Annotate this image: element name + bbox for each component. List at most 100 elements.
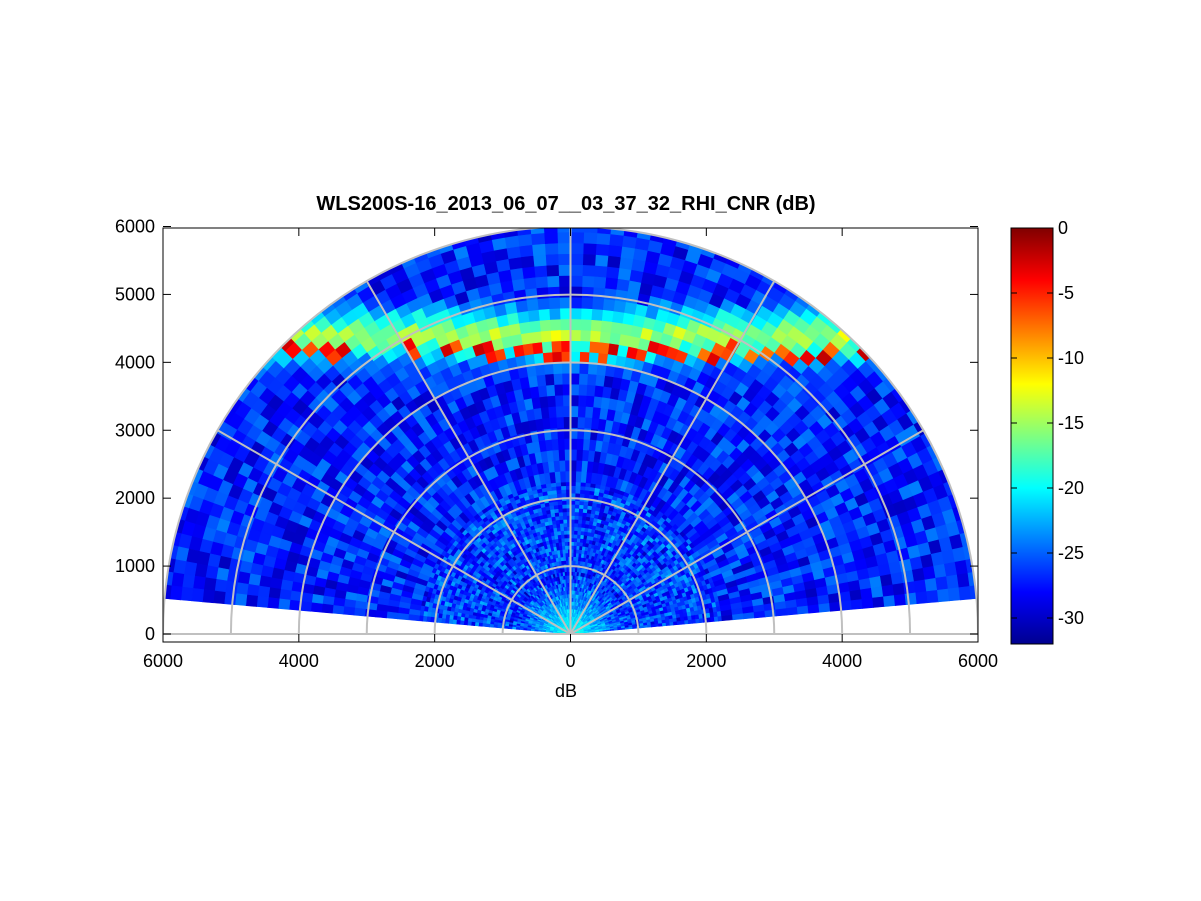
field-cell	[562, 515, 568, 520]
field-cell	[558, 515, 564, 521]
field-cell	[558, 449, 566, 461]
field-cell	[407, 614, 420, 622]
field-cell	[570, 427, 578, 439]
field-cell	[541, 340, 553, 354]
field-cell	[558, 459, 566, 472]
chart-title: WLS200S-16_2013_06_07__03_37_32_RHI_CNR …	[316, 193, 815, 215]
field-cell	[829, 601, 842, 612]
field-cell	[578, 373, 588, 385]
field-cell	[277, 598, 291, 610]
field-cell	[577, 394, 587, 407]
field-cell	[579, 351, 590, 364]
field-cell	[580, 460, 588, 473]
field-cell	[583, 427, 592, 440]
field-cell	[577, 515, 583, 521]
field-cell	[574, 492, 581, 498]
field-cell	[587, 362, 598, 375]
field-cell	[539, 319, 551, 332]
field-cell	[364, 608, 377, 618]
field-cell	[580, 471, 587, 483]
field-cell	[560, 485, 567, 490]
field-cell	[545, 630, 550, 633]
field-cell	[608, 332, 621, 345]
field-cell	[556, 427, 565, 440]
field-cell	[531, 341, 543, 355]
field-cell	[558, 511, 564, 517]
field-cell	[592, 395, 603, 409]
field-cell	[576, 537, 581, 543]
field-cell	[850, 598, 864, 610]
field-cell	[256, 595, 269, 608]
field-cell	[860, 587, 873, 600]
field-cell	[573, 518, 579, 524]
field-cell	[598, 341, 610, 355]
field-cell	[552, 631, 558, 634]
field-cell	[530, 330, 542, 344]
field-cell	[570, 405, 579, 418]
field-cell	[570, 318, 582, 331]
field-cell	[542, 351, 553, 364]
field-cell	[575, 449, 583, 461]
field-cell	[563, 427, 571, 439]
field-cell	[580, 307, 593, 320]
field-cell	[586, 373, 597, 386]
field-cell	[541, 630, 546, 633]
field-cell	[590, 319, 602, 332]
field-cell	[257, 585, 271, 598]
field-cell	[883, 594, 896, 607]
field-cell	[559, 318, 571, 331]
field-cell	[577, 405, 586, 418]
field-cell	[559, 307, 571, 320]
field-cell	[593, 384, 604, 398]
field-cell	[576, 427, 585, 440]
field-cell	[572, 552, 577, 558]
field-cell	[601, 309, 614, 322]
field-cell	[533, 352, 545, 366]
field-cell	[551, 351, 562, 364]
field-cell	[299, 601, 312, 612]
field-cell	[582, 438, 591, 451]
field-cell	[562, 405, 571, 418]
field-cell	[570, 394, 579, 407]
field-cell	[576, 438, 584, 450]
field-cell	[555, 416, 564, 429]
field-cell	[577, 526, 582, 532]
field-cell	[577, 519, 583, 524]
field-cell	[578, 362, 589, 375]
field-cell	[588, 340, 600, 354]
field-cell	[563, 416, 571, 428]
field-cell	[578, 504, 584, 509]
field-cell	[611, 310, 625, 324]
field-cell	[574, 511, 579, 517]
field-cell	[610, 321, 623, 335]
field-cell	[342, 606, 356, 616]
field-cell	[870, 585, 884, 598]
field-cell	[322, 595, 335, 606]
field-cell	[570, 383, 580, 396]
field-cell	[530, 628, 535, 632]
field-cell	[590, 417, 600, 430]
field-cell	[548, 631, 554, 633]
field-cell	[548, 307, 561, 320]
field-cell	[553, 373, 563, 385]
field-cell	[573, 541, 577, 546]
field-cell	[553, 383, 563, 396]
cnr-field	[164, 228, 977, 635]
field-cell	[583, 416, 593, 429]
field-cell	[575, 459, 583, 472]
field-cell	[580, 318, 592, 331]
field-cell	[474, 622, 480, 627]
field-cell	[594, 374, 606, 387]
field-cell	[550, 329, 562, 342]
field-cell	[485, 623, 491, 628]
field-cell	[570, 351, 581, 363]
field-cell	[258, 575, 272, 588]
field-cell	[489, 623, 494, 628]
field-cell	[496, 624, 502, 629]
field-cell	[573, 526, 578, 531]
field-cell	[607, 342, 619, 356]
field-cell	[375, 610, 388, 619]
field-cell	[573, 522, 579, 528]
field-cell	[572, 548, 577, 554]
